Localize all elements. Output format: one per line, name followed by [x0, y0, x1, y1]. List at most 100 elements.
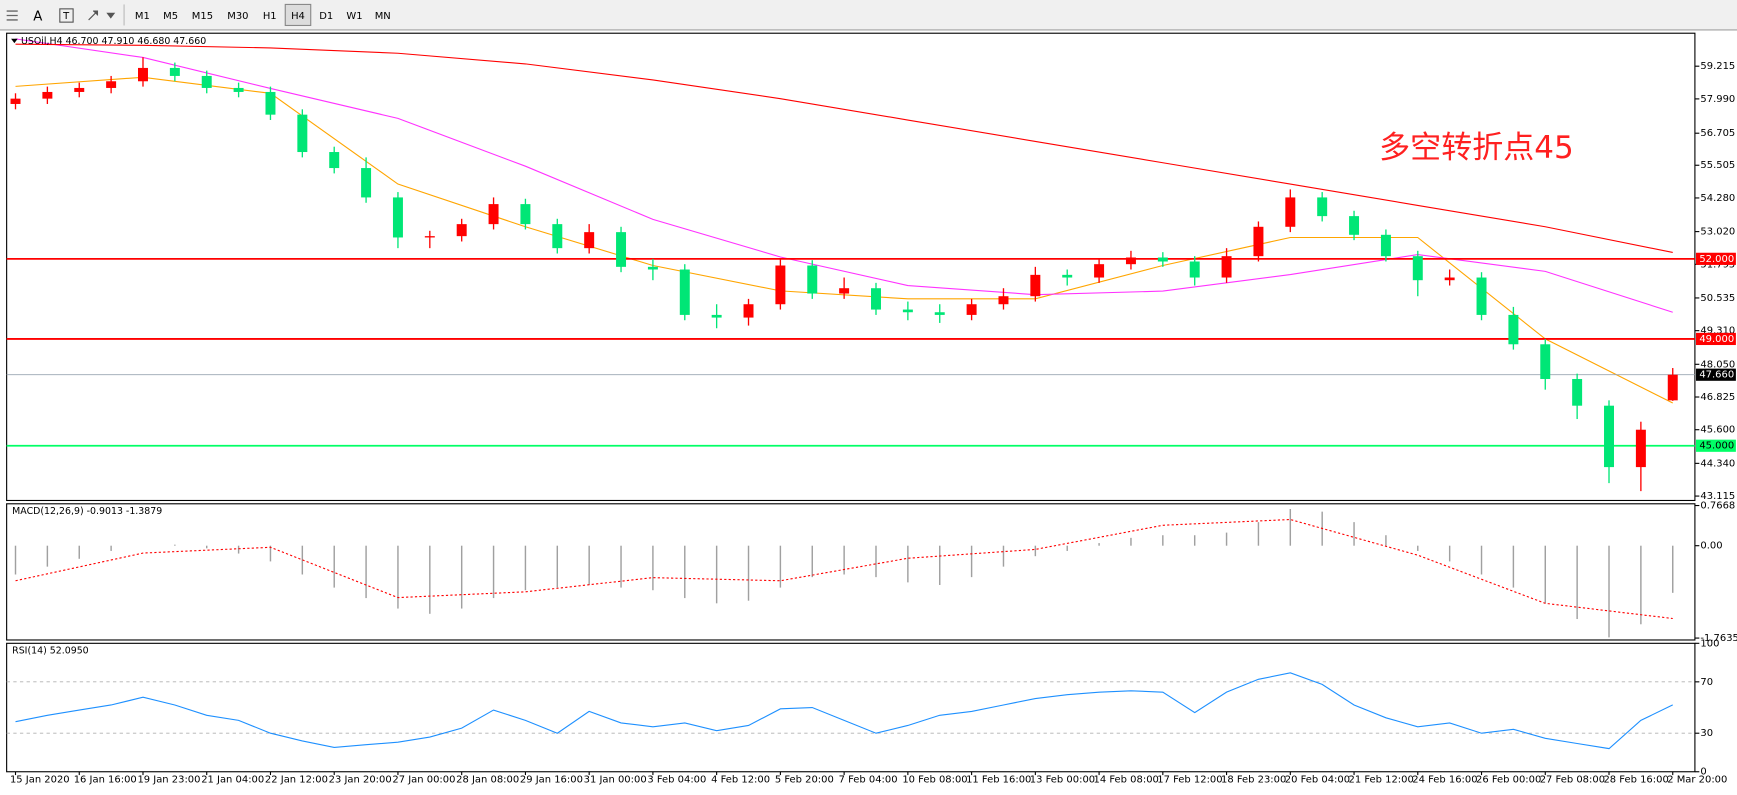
indicator-title: MACD(12,26,9) -0.9013 -1.3879: [12, 506, 162, 517]
last-price-label: 47.660: [1699, 370, 1734, 381]
candle-body: [1604, 405, 1614, 468]
y-tick-label: 48.050: [1700, 359, 1735, 370]
candle-body: [329, 152, 340, 169]
candle-body: [902, 309, 913, 313]
candle-body: [297, 114, 308, 153]
x-tick-label: 18 Feb 23:00: [1221, 774, 1286, 785]
level-tag: [1696, 332, 1736, 346]
candle-body: [1412, 256, 1423, 281]
candle-body: [74, 87, 85, 92]
x-tick-label: 11 Feb 16:00: [966, 774, 1031, 785]
candle-body: [488, 204, 499, 225]
candle-body: [647, 266, 658, 270]
x-tick-label: 14 Feb 08:00: [1094, 774, 1159, 785]
candle-body: [1540, 344, 1551, 379]
x-tick-label: 21 Jan 04:00: [201, 774, 264, 785]
icon: [6, 10, 18, 21]
y-tick-label: 53.020: [1700, 227, 1735, 238]
x-tick-label: 28 Jan 08:00: [456, 774, 519, 785]
timeframe-button[interactable]: [221, 4, 255, 26]
candle-body: [807, 265, 818, 294]
icon: [88, 10, 116, 21]
indicator-title: RSI(14) 52.0950: [12, 646, 89, 657]
x-tick-label: 21 Feb 12:00: [1349, 774, 1414, 785]
candle-body: [169, 67, 180, 76]
candle-body: [839, 288, 850, 294]
x-tick-label: 28 Feb 16:00: [1603, 774, 1668, 785]
timeframe-button[interactable]: [257, 4, 283, 26]
y-tick-label: 30: [1700, 728, 1713, 739]
timeframe-button[interactable]: [369, 4, 396, 26]
timeframe-button[interactable]: [129, 4, 156, 26]
moving-average: [15, 38, 1673, 313]
candle-body: [1508, 314, 1519, 345]
candle-body: [1094, 264, 1105, 278]
label-tool[interactable]: T: [59, 8, 74, 23]
x-tick-label: 29 Jan 16:00: [520, 774, 583, 785]
candle-body: [424, 236, 435, 238]
timeframe-button[interactable]: [157, 4, 184, 26]
timeframe-label: H1: [263, 11, 277, 22]
timeframe-label: D1: [319, 11, 333, 22]
candle-body: [1125, 257, 1136, 265]
y-tick-label: 70: [1700, 677, 1713, 688]
timeframe-button[interactable]: [284, 3, 312, 27]
candle-body: [42, 91, 53, 99]
panel-frame: [6, 503, 1696, 641]
candle-body: [1476, 277, 1487, 315]
x-tick-label: 22 Jan 12:00: [265, 774, 328, 785]
y-tick-label: 56.705: [1700, 128, 1735, 139]
candle-body: [233, 87, 244, 92]
timeframe-button[interactable]: [313, 4, 339, 26]
last-price-tag: [1696, 368, 1736, 381]
x-tick-label: 17 Feb 12:00: [1157, 774, 1222, 785]
timeframe-label: M30: [227, 11, 248, 22]
y-tick-label: 0: [1700, 767, 1706, 778]
candle-body: [871, 288, 881, 310]
x-tick-label: 4 Feb 12:00: [711, 774, 770, 785]
candle-body: [456, 224, 467, 237]
y-tick-label: 55.505: [1700, 160, 1735, 171]
y-tick-label: 46.825: [1700, 392, 1735, 403]
y-tick-label: 44.340: [1700, 458, 1735, 469]
annotation: 多空转折点45: [1379, 130, 1574, 166]
x-tick-label: 15 Jan 2020: [10, 774, 70, 785]
candle-body: [616, 232, 627, 267]
icon: [59, 8, 74, 23]
candle-body: [1157, 257, 1168, 262]
x-tick-label: 24 Feb 16:00: [1412, 774, 1477, 785]
arrows-tool[interactable]: [88, 10, 116, 21]
timeframe-label: M1: [135, 11, 150, 22]
toolbar: A T M1 M5 M15 M30 H1 H4 D1 W1 MN: [0, 0, 1737, 31]
moving-average: [15, 43, 1673, 253]
candle-body: [1253, 226, 1264, 257]
crosshair-tool[interactable]: [6, 10, 18, 21]
x-tick-label: 20 Feb 04:00: [1285, 774, 1350, 785]
candle-body: [775, 265, 786, 305]
candle-body: [1062, 274, 1073, 278]
candle-body: [552, 224, 563, 249]
candle-body: [966, 304, 977, 315]
text-tool[interactable]: A: [33, 10, 42, 25]
x-tick-label: 19 Jan 23:00: [137, 774, 200, 785]
candle-body: [1572, 378, 1583, 406]
y-tick-label: 57.990: [1700, 94, 1735, 105]
x-tick-label: 2 Mar 20:00: [1667, 774, 1727, 785]
timeframe-button[interactable]: [186, 4, 219, 26]
y-tick-label: 0.00: [1700, 541, 1722, 552]
timeframe-button[interactable]: [341, 4, 368, 26]
y-tick-label: 0.7668: [1700, 501, 1735, 512]
candle-body: [679, 269, 690, 315]
x-tick-label: 10 Feb 08:00: [902, 774, 967, 785]
level-tag: [1696, 252, 1736, 265]
y-tick-label: 59.215: [1700, 61, 1735, 72]
candle-body: [392, 197, 403, 238]
dropdown-icon: [11, 38, 18, 44]
candle-body: [106, 81, 117, 88]
icon: T: [62, 11, 70, 22]
candle-body: [1285, 197, 1296, 227]
candle-body: [361, 168, 372, 198]
panel-frame: [6, 642, 1696, 773]
